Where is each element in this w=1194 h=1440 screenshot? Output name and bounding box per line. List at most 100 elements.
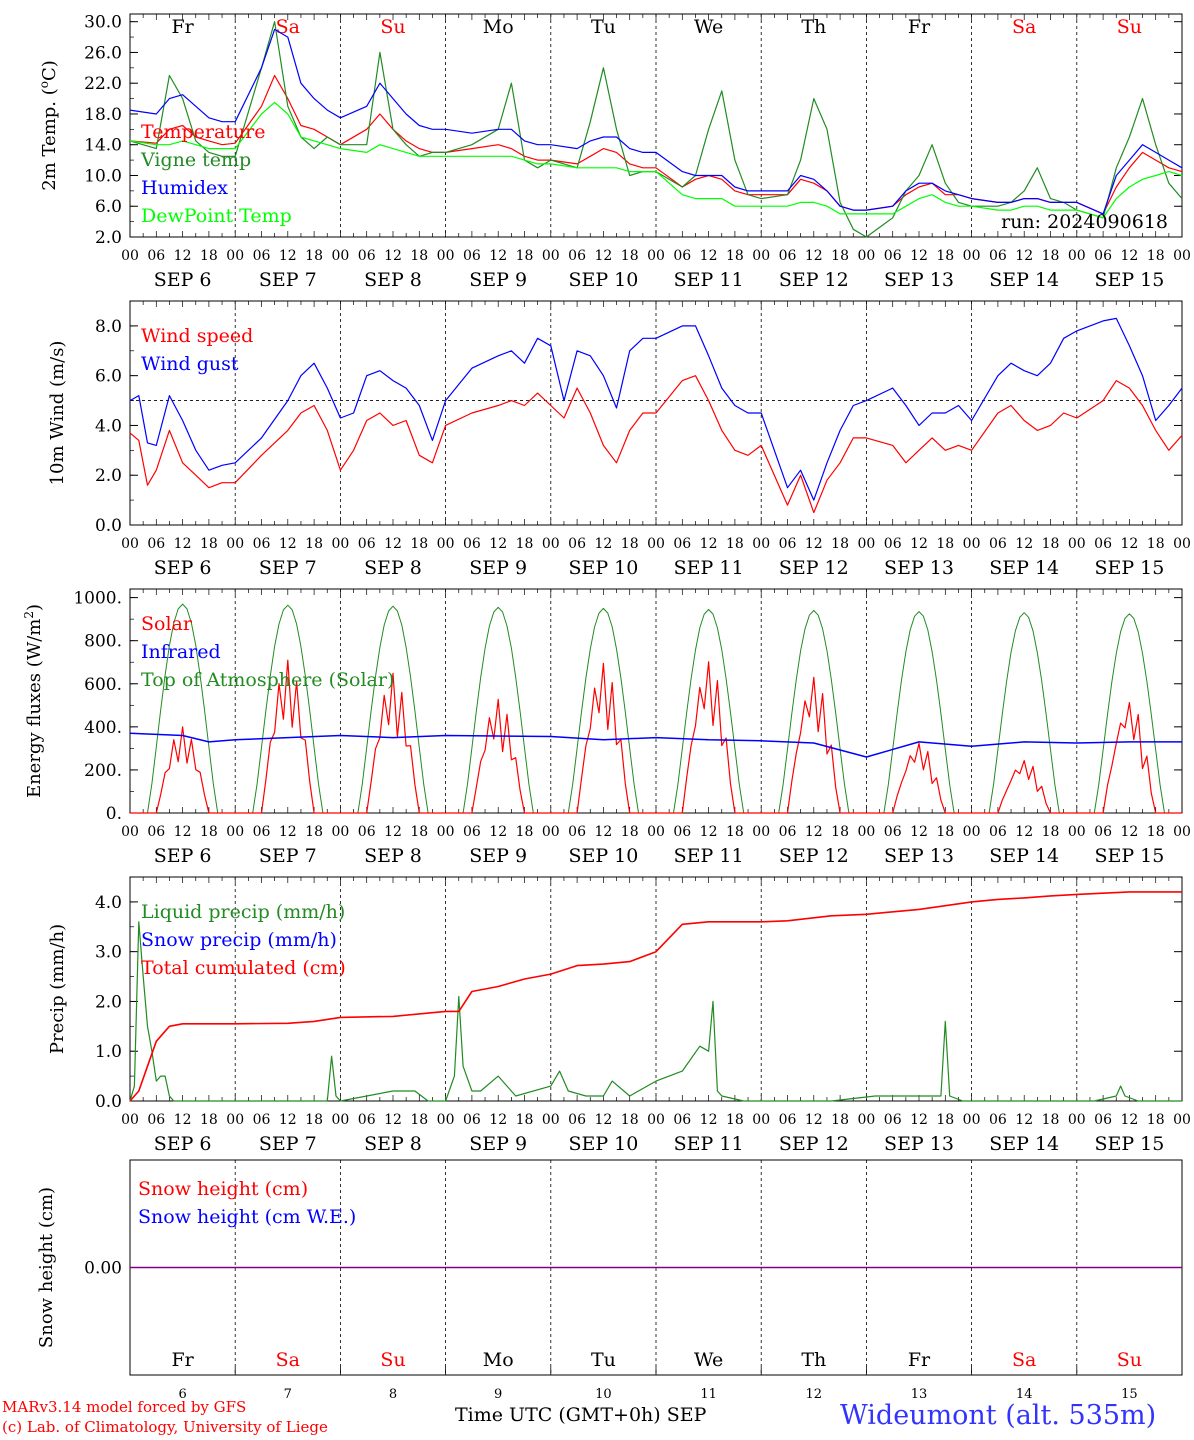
panel-1-hour-label: 06	[779, 248, 797, 264]
panel-5-weekday-label: Fr	[171, 1349, 194, 1371]
panel-1-ylabel: 2m Temp. (oC)	[37, 60, 60, 191]
panel-1-hour-label: 18	[305, 248, 323, 264]
panel-3-hour-label: 18	[305, 824, 323, 840]
panel-2-hour-label: 06	[147, 536, 165, 552]
day-number-label: 15	[1121, 1387, 1138, 1402]
panel-2-hour-label: 00	[226, 536, 244, 552]
panel-1-legend-entry: Temperature	[141, 121, 265, 143]
panel-3-date-label: SEP 12	[779, 845, 849, 867]
panel-4-hour-label: 18	[1147, 1112, 1165, 1128]
panel-1-weekday-label: We	[694, 16, 723, 38]
panel-3-hour-label: 00	[857, 824, 875, 840]
panel-3-hour-label: 06	[147, 824, 165, 840]
panel-3-hour-label: 06	[989, 824, 1007, 840]
panel-5-weekday-label: Mo	[483, 1349, 514, 1371]
panel-1-hour-label: 12	[700, 248, 718, 264]
panel-4-hour-label: 06	[884, 1112, 902, 1128]
panel-4-date-label: SEP 15	[1094, 1133, 1164, 1155]
panel-1-hour-label: 12	[1015, 248, 1033, 264]
panel-2-hour-label: 18	[726, 536, 744, 552]
panel-2-date-label: SEP 9	[469, 557, 527, 579]
panel-4-hour-label: 06	[463, 1112, 481, 1128]
panel-1-hour-label: 18	[1042, 248, 1060, 264]
series-temperature	[129, 74, 1183, 215]
panel-5-weekday-label: Su	[380, 1349, 405, 1371]
panel-1-ytick-label: 22.0	[84, 74, 122, 94]
station-name: Wideumont (alt. 535m)	[840, 1400, 1157, 1431]
panel-2-hour-label: 00	[857, 536, 875, 552]
panel-1-hour-label: 00	[331, 248, 349, 264]
panel-1-weekday-label: Mo	[483, 16, 514, 38]
panel-2-hour-label: 12	[1120, 536, 1138, 552]
panel-4-date-label: SEP 14	[989, 1133, 1059, 1155]
panel-3-hour-label: 00	[647, 824, 665, 840]
panel-2-hour-label: 00	[647, 536, 665, 552]
panel-2-ytick-label: 6.0	[95, 367, 122, 387]
panel-4-date-label: SEP 10	[568, 1133, 638, 1155]
panel-1-hour-label: 18	[831, 248, 849, 264]
panel-4-date-label: SEP 8	[364, 1133, 422, 1155]
panel-4-hour-label: 06	[779, 1112, 797, 1128]
panel-1-hour-label: 00	[121, 248, 139, 264]
panel-2-date-label: SEP 7	[259, 557, 317, 579]
day-number-label: 13	[911, 1387, 928, 1402]
panel-4-date-label: SEP 13	[884, 1133, 954, 1155]
day-number-label: 8	[389, 1387, 397, 1402]
panel-1-hour-label: 12	[594, 248, 612, 264]
panel-3-date-label: SEP 7	[259, 845, 317, 867]
panel-3-ytick-label: 800.	[84, 632, 122, 652]
panel-2-hour-label: 06	[989, 536, 1007, 552]
panel-1-hour-label: 12	[1120, 248, 1138, 264]
panel-4-date-label: SEP 9	[469, 1133, 527, 1155]
panel-1-hour-label: 18	[410, 248, 428, 264]
panel-2-hour-label: 18	[305, 536, 323, 552]
panel-2-hour-label: 00	[437, 536, 455, 552]
panel-4-hour-label: 06	[989, 1112, 1007, 1128]
panel-4-legend-entry: Liquid precip (mm/h)	[141, 901, 345, 923]
panel-3-date-label: SEP 10	[568, 845, 638, 867]
panel-2-ytick-label: 0.0	[95, 516, 122, 536]
panel-3-hour-label: 12	[910, 824, 928, 840]
panel-2-hour-label: 18	[200, 536, 218, 552]
series-total-cumulated-cm-	[129, 891, 1182, 1102]
panel-2-hour-label: 06	[673, 536, 691, 552]
panel-4-hour-label: 18	[410, 1112, 428, 1128]
panel-3-date-label: SEP 15	[1094, 845, 1164, 867]
panel-4-hour-label: 00	[542, 1112, 560, 1128]
panel-4-ytick-label: 3.0	[95, 943, 122, 963]
panel-4-ytick-label: 4.0	[95, 893, 122, 913]
series-dewpoint-temp	[129, 101, 1183, 219]
panel-1-date-label: SEP 15	[1094, 269, 1164, 291]
panel-3-ytick-label: 0.	[106, 804, 122, 824]
panel-4-hour-label: 12	[384, 1112, 402, 1128]
panel-4-legend-entry: Total cumulated (cm)	[141, 957, 346, 979]
panel-2-hour-label: 00	[963, 536, 981, 552]
panel-4-hour-label: 06	[673, 1112, 691, 1128]
panel-2-ytick-label: 2.0	[95, 466, 122, 486]
panel-3-legend-entry: Solar	[141, 613, 193, 635]
panel-2-hour-label: 06	[884, 536, 902, 552]
panel-2-hour-label: 12	[279, 536, 297, 552]
panel-3-legend-entry: Top of Atmosphere (Solar)	[141, 669, 394, 691]
panel-1-hour-label: 12	[805, 248, 823, 264]
panel-2-hour-label: 12	[1015, 536, 1033, 552]
panel-2-legend-entry: Wind speed	[141, 325, 253, 347]
panel-1-hour-label: 06	[253, 248, 271, 264]
panel-4-hour-label: 18	[516, 1112, 534, 1128]
series-humidex	[129, 28, 1183, 215]
panel-2-hour-label: 06	[253, 536, 271, 552]
panel-4-hour-label: 12	[174, 1112, 192, 1128]
panel-2-hour-label: 18	[831, 536, 849, 552]
panel-4-hour-label: 06	[568, 1112, 586, 1128]
panel-3-ytick-label: 200.	[84, 761, 122, 781]
panel-1-weekday-label: Th	[801, 16, 826, 38]
panel-4-hour-label: 00	[647, 1112, 665, 1128]
day-number-label: 12	[806, 1387, 823, 1402]
panel-4-hour-label: 06	[358, 1112, 376, 1128]
panel-1-hour-label: 00	[752, 248, 770, 264]
x-axis-label: Time UTC (GMT+0h) SEP	[455, 1404, 707, 1426]
panel-3-date-label: SEP 13	[884, 845, 954, 867]
panel-1-weekday-label: Sa	[1012, 16, 1036, 38]
panel-2-date-label: SEP 11	[674, 557, 744, 579]
panel-2-hour-label: 06	[1094, 536, 1112, 552]
